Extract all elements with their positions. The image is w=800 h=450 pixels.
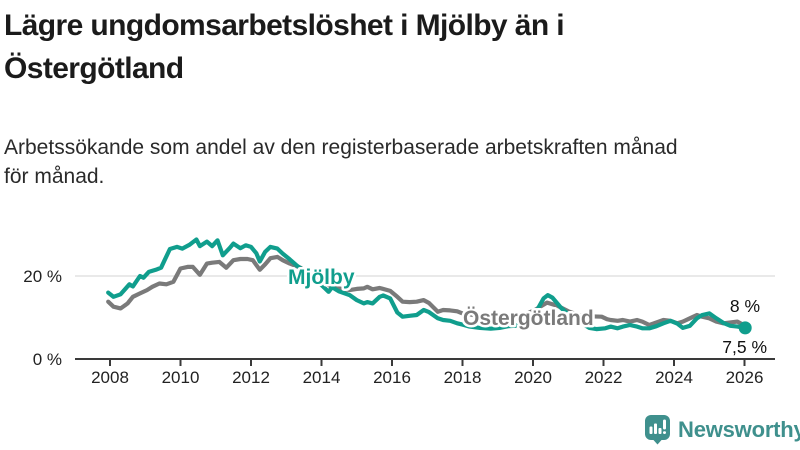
y-axis-label-0: 0 % (33, 350, 62, 369)
end-value-label-mjolby: 7,5 % (722, 337, 767, 357)
end-value-label-ostergotland: 8 % (730, 296, 760, 316)
x-tick-label: 2014 (303, 368, 341, 387)
x-tick-label: 2008 (91, 368, 129, 387)
series-label-mjolby: Mjölby (288, 266, 355, 289)
end-dot-Mjölby (738, 321, 752, 335)
x-tick-label: 2010 (162, 368, 200, 387)
newsworthy-logo[interactable]: Newsworthy (644, 414, 800, 445)
x-tick-label: 2016 (373, 368, 411, 387)
title-line-1: Lägre ungdomsarbetslöshet i Mjölby än i (4, 9, 565, 42)
x-tick-label: 2022 (585, 368, 623, 387)
x-tick-label: 2026 (726, 368, 764, 387)
series-label-ostergotland: Östergötland (463, 307, 594, 330)
newsworthy-logo-text: Newsworthy (678, 416, 800, 442)
y-axis-label-20: 20 % (23, 267, 62, 286)
subtitle-line-1: Arbetssökande som andel av den registerb… (4, 136, 678, 159)
x-tick-label: 2020 (514, 368, 552, 387)
series-line-Mjölby (106, 237, 748, 332)
page-title: Lägre ungdomsarbetslöshet i Mjölby än i Ö… (4, 4, 704, 90)
chart-subtitle: Arbetssökande som andel av den registerb… (4, 133, 784, 191)
series-line-Östergötland (106, 254, 748, 328)
x-tick-label: 2024 (655, 368, 693, 387)
newsworthy-logo-icon (645, 415, 670, 445)
x-tick-label: 2018 (444, 368, 482, 387)
title-line-2: Östergötland (4, 52, 184, 85)
x-tick-label: 2012 (232, 368, 270, 387)
subtitle-line-2: för månad. (4, 165, 105, 188)
